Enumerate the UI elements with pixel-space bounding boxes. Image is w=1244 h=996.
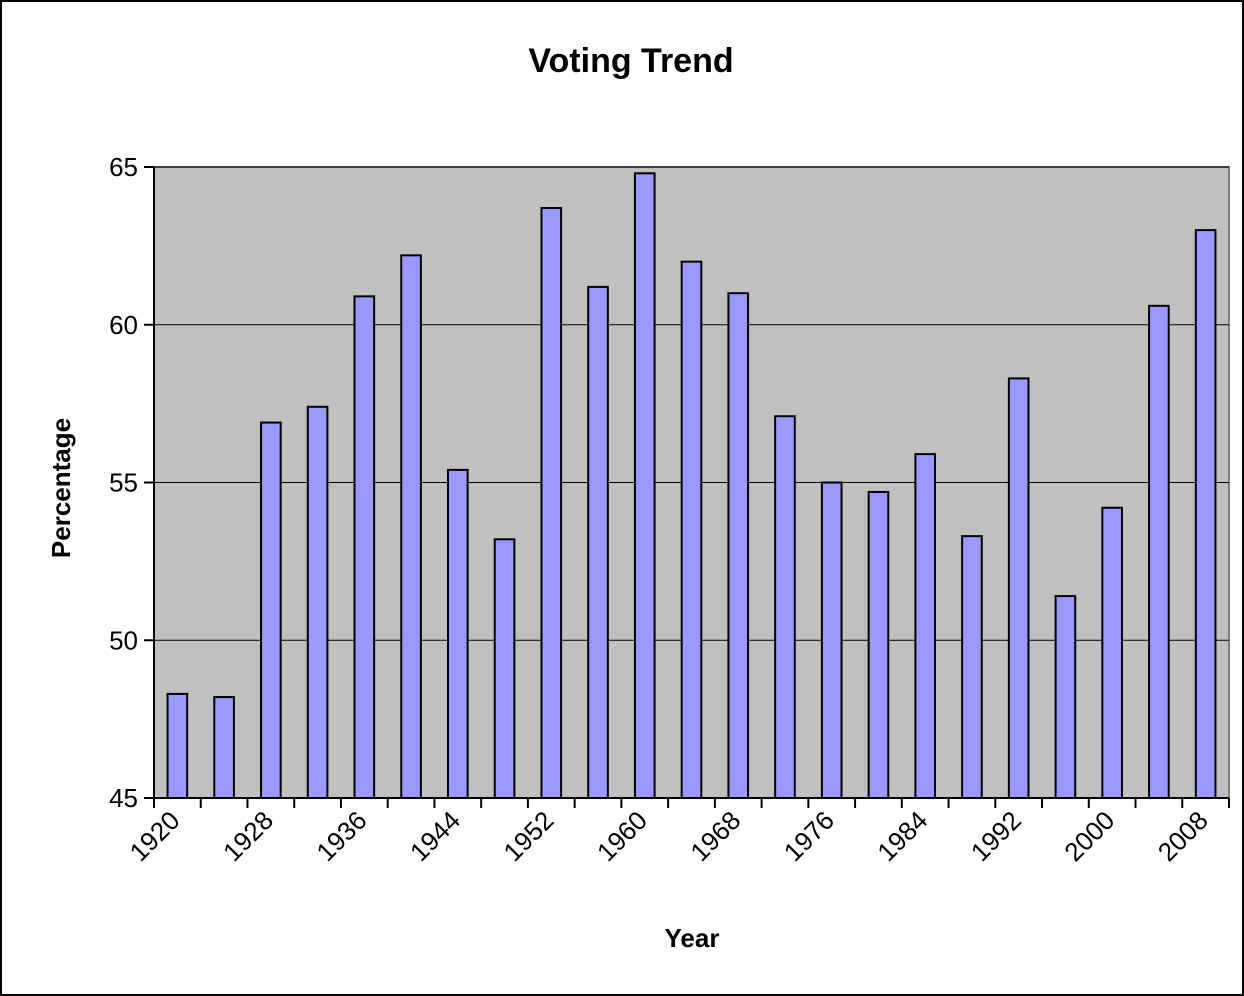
bar-1940 xyxy=(400,254,422,799)
bar-1984 xyxy=(914,453,937,799)
y-tick-label-65: 65 xyxy=(109,152,138,182)
bar-2004 xyxy=(1148,304,1170,799)
bar-1928 xyxy=(260,421,282,799)
bar-1988 xyxy=(961,535,983,799)
bar-2000 xyxy=(1101,506,1123,799)
axes xyxy=(144,166,1230,808)
bar-1924 xyxy=(213,696,235,799)
bar-1920 xyxy=(166,692,189,800)
bars xyxy=(166,172,1217,800)
bar-1952 xyxy=(540,207,563,799)
y-tick-label-45: 45 xyxy=(109,783,138,813)
bar-1972 xyxy=(774,415,796,799)
y-axis-title: Percentage xyxy=(46,418,76,558)
x-axis-title: Year xyxy=(665,923,720,953)
bar-1960 xyxy=(633,172,656,799)
bar-1948 xyxy=(493,538,516,799)
bar-1976 xyxy=(820,481,843,799)
bar-1992 xyxy=(1007,377,1030,799)
y-tick-label-60: 60 xyxy=(109,310,138,340)
bar-1964 xyxy=(680,260,703,799)
bar-1932 xyxy=(306,405,329,799)
bar-1980 xyxy=(867,490,890,799)
y-tick-label-50: 50 xyxy=(109,625,138,655)
y-tick-labels: 45 50 55 60 65 xyxy=(109,152,138,813)
bar-1936 xyxy=(353,295,376,799)
bar-1996 xyxy=(1054,595,1077,800)
bar-1968 xyxy=(727,292,750,799)
bar-1956 xyxy=(587,285,609,799)
bar-1944 xyxy=(446,468,469,799)
chart-title: Voting Trend xyxy=(528,42,733,80)
bar-2008 xyxy=(1194,229,1217,800)
y-tick-label-55: 55 xyxy=(109,468,138,498)
